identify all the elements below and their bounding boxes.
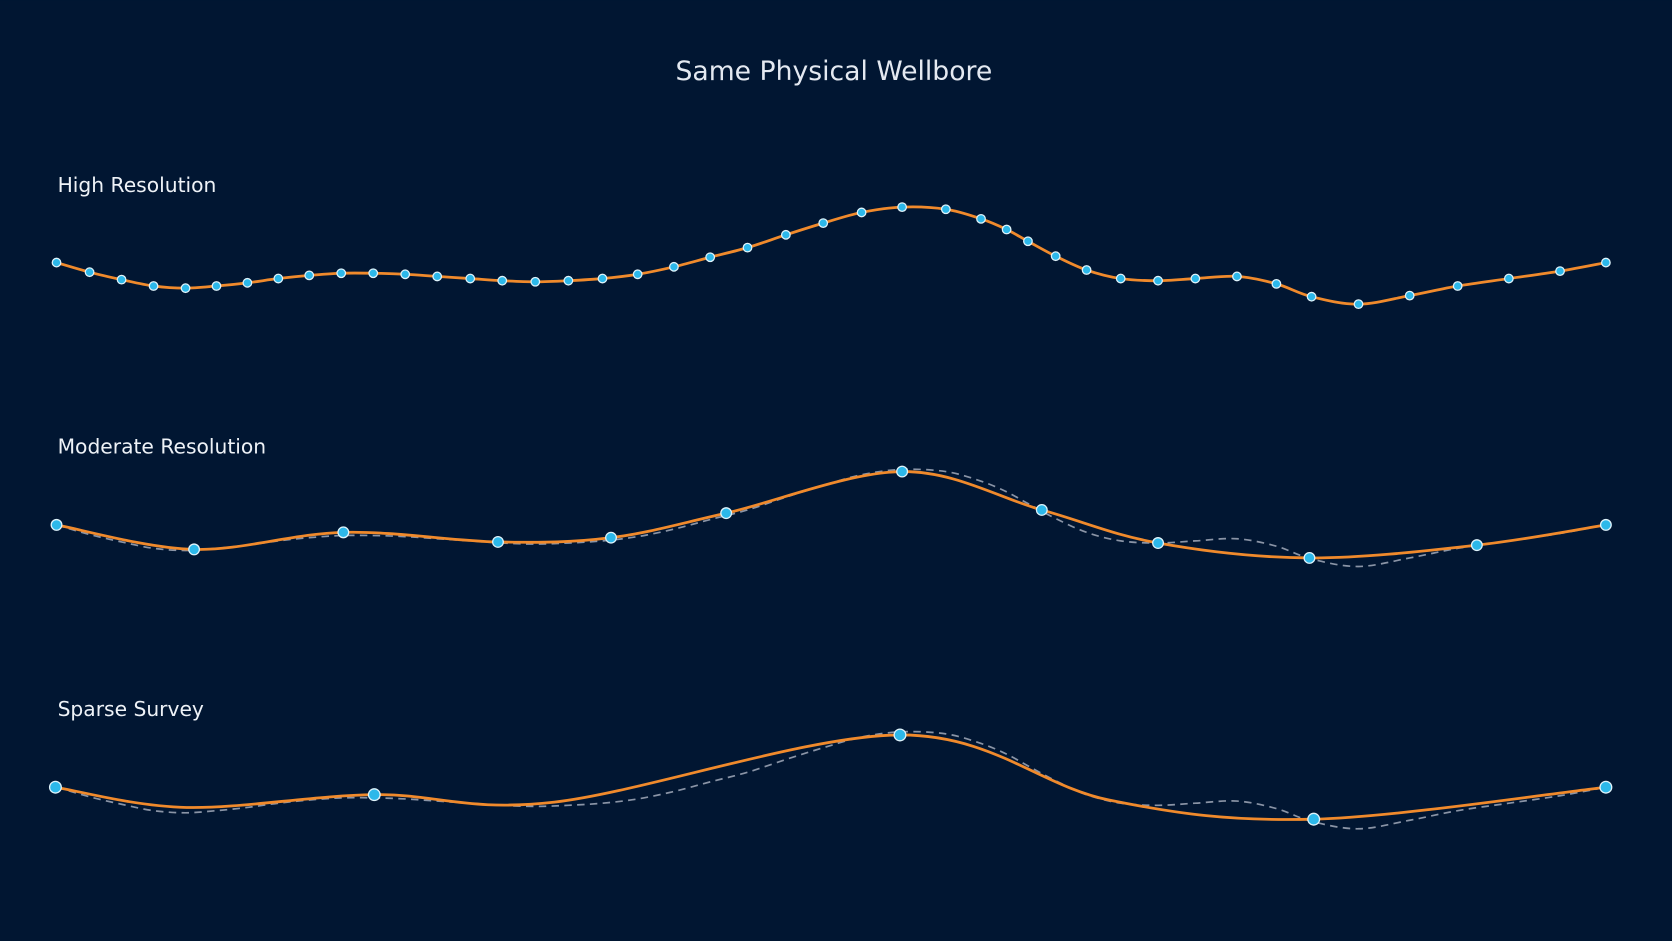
survey-point xyxy=(1081,265,1092,275)
survey-point xyxy=(367,788,381,802)
survey-point xyxy=(180,283,191,294)
survey-point xyxy=(1599,518,1612,531)
survey-point xyxy=(780,229,791,240)
survey-point xyxy=(337,526,350,539)
survey-point xyxy=(50,518,63,531)
title: Same Physical Wellbore xyxy=(675,56,992,87)
survey-point xyxy=(188,543,201,556)
survey-point xyxy=(148,281,159,291)
survey-point xyxy=(705,252,716,263)
survey-point xyxy=(1503,273,1514,284)
true-path xyxy=(56,730,1607,830)
survey-point xyxy=(242,277,253,288)
survey-point xyxy=(818,218,829,229)
survey-point xyxy=(896,465,909,478)
survey-point xyxy=(1190,273,1201,284)
survey-point xyxy=(465,273,476,284)
survey-point xyxy=(1600,257,1611,268)
survey-point xyxy=(720,507,733,520)
survey-point xyxy=(1153,275,1163,286)
survey-point xyxy=(605,531,617,544)
survey-point xyxy=(400,269,411,280)
survey-point xyxy=(976,213,986,224)
survey-point xyxy=(304,270,315,281)
true-path xyxy=(56,468,1607,568)
survey-point xyxy=(1023,236,1033,247)
survey-point xyxy=(84,267,95,278)
survey-point xyxy=(1353,299,1364,310)
survey-point xyxy=(116,274,127,285)
survey-point xyxy=(742,242,753,253)
survey-path xyxy=(56,470,1607,560)
survey-point xyxy=(632,269,643,280)
survey-point xyxy=(211,281,222,291)
survey-point xyxy=(893,728,907,742)
survey-point xyxy=(1470,539,1483,552)
survey-point xyxy=(336,268,347,279)
survey-point xyxy=(1307,812,1321,826)
survey-point xyxy=(497,275,508,286)
survey-point xyxy=(51,257,62,268)
survey-point xyxy=(1306,291,1317,302)
survey-point xyxy=(1152,537,1165,549)
survey-point xyxy=(1035,503,1048,516)
survey-point xyxy=(940,204,951,215)
survey-point xyxy=(368,268,379,279)
survey-point xyxy=(856,207,867,218)
survey-point xyxy=(1404,290,1415,301)
survey-point xyxy=(1555,266,1565,277)
survey-point xyxy=(1050,251,1061,262)
survey-point xyxy=(1599,780,1613,794)
panel-label: Moderate Resolution xyxy=(58,434,267,458)
survey-point xyxy=(432,271,443,282)
survey-point xyxy=(1232,271,1242,282)
survey-point xyxy=(492,535,504,548)
survey-point xyxy=(669,261,679,272)
survey-point xyxy=(1303,551,1316,564)
survey-point xyxy=(530,276,541,287)
survey-point xyxy=(1115,273,1126,284)
survey-point xyxy=(273,273,284,284)
survey-point xyxy=(897,202,908,213)
panel-label: Sparse Survey xyxy=(58,697,204,721)
survey-point xyxy=(563,275,574,286)
survey-point xyxy=(48,780,62,794)
panel-label: High Resolution xyxy=(58,173,217,197)
survey-point xyxy=(597,273,608,284)
survey-point xyxy=(1271,278,1282,289)
survey-point xyxy=(1452,281,1463,291)
survey-point xyxy=(1001,224,1012,235)
